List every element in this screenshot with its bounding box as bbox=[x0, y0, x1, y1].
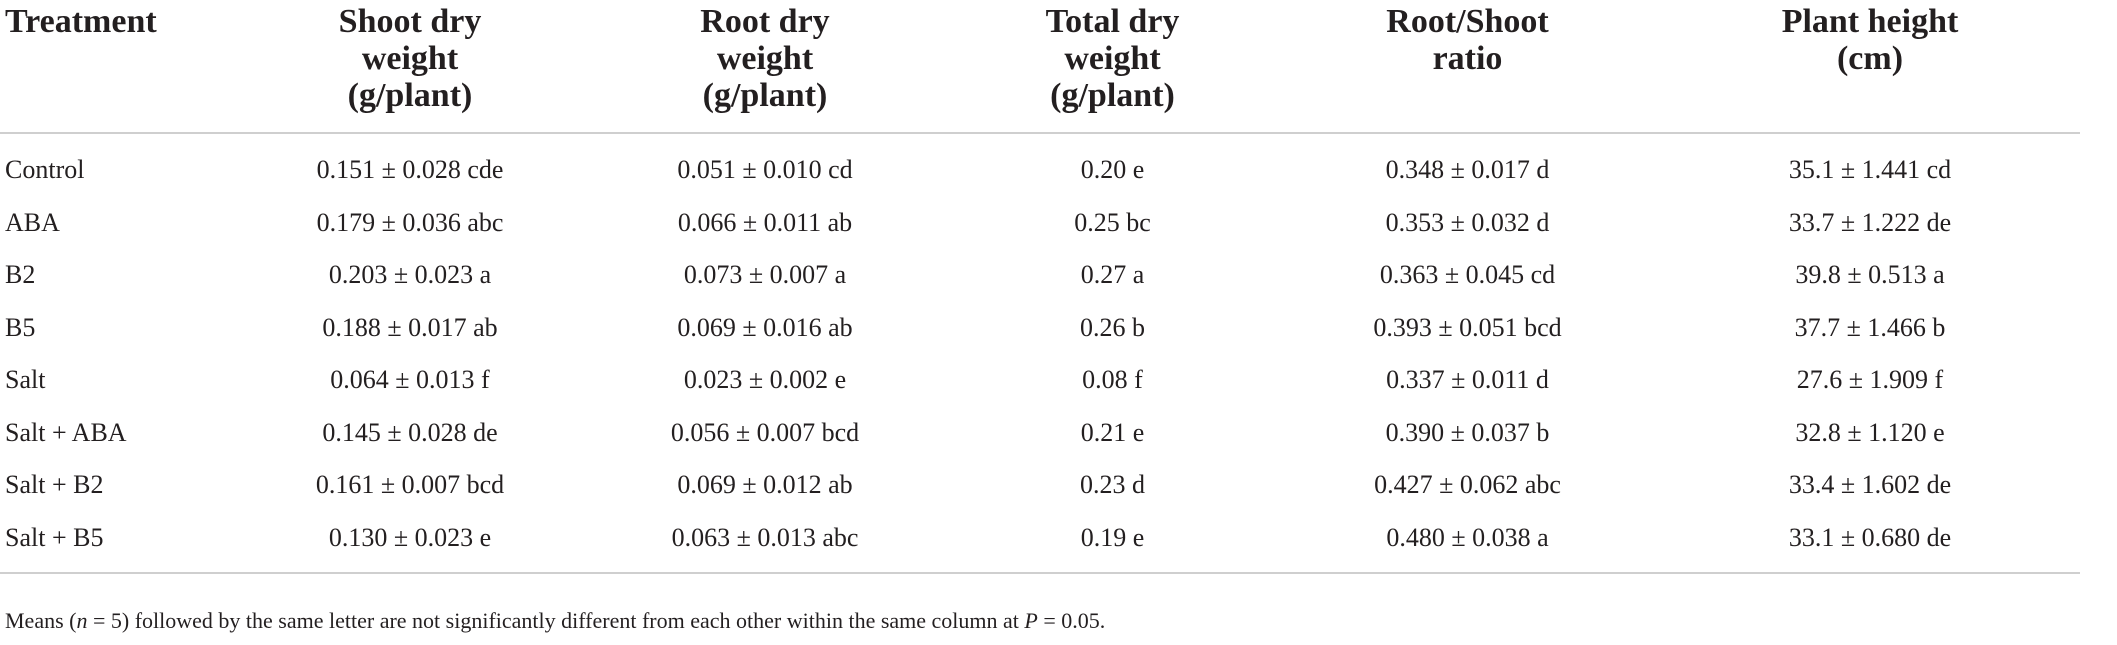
value-cell: 0.188 ± 0.017 ab bbox=[322, 312, 498, 342]
column-header-line: Root dry bbox=[700, 3, 830, 40]
value-cell: 0.066 ± 0.011 ab bbox=[677, 207, 853, 237]
value-cell: 0.348 ± 0.017 d bbox=[1385, 155, 1550, 185]
value-cell: 33.4 ± 1.602 de bbox=[1788, 470, 1952, 500]
column-header-line: Root/Shoot bbox=[1386, 3, 1549, 40]
column-header-line: Treatment bbox=[5, 3, 157, 40]
footnote-n-variable: n bbox=[76, 608, 88, 633]
value-cell: 0.25 bc bbox=[1074, 207, 1151, 237]
value-cell: 35.1 ± 1.441 cd bbox=[1788, 155, 1952, 185]
header-row: Treatment Shoot dry weight (g/plant) Root dr… bbox=[0, 0, 2080, 134]
value-cell: 0.353 ± 0.032 d bbox=[1385, 207, 1550, 237]
value-cell: 0.390 ± 0.037 b bbox=[1385, 417, 1550, 447]
treatment-cell: B5 bbox=[5, 312, 36, 342]
column-header: Root dry weight (g/plant) bbox=[580, 0, 950, 134]
treatment-cell: Salt + B5 bbox=[0, 511, 240, 574]
data-table: Treatment Shoot dry weight (g/plant) Root dr… bbox=[0, 0, 2080, 574]
treatment-cell: Salt + B2 bbox=[5, 470, 104, 500]
value-cell: 0.480 ± 0.038 a bbox=[1275, 511, 1660, 574]
value-cell: 0.069 ± 0.016 ab bbox=[677, 312, 853, 342]
column-header: Total dry weight (g/plant) bbox=[950, 0, 1275, 134]
treatment-cell: Control bbox=[5, 155, 85, 185]
column-header-line: ratio bbox=[1432, 40, 1503, 77]
table-row: Salt + B2 0.161 ± 0.007 bcd 0.069 ± 0.012 … bbox=[0, 459, 2080, 512]
treatment-cell: B2 bbox=[5, 260, 36, 290]
column-header-line: (cm) bbox=[1836, 40, 1904, 77]
value-cell: 0.179 ± 0.036 abc bbox=[316, 207, 504, 237]
treatment-cell: Salt bbox=[5, 365, 46, 395]
data-table-container: Treatment Shoot dry weight (g/plant) Root dr… bbox=[0, 0, 2080, 574]
value-cell: 39.8 ± 0.513 a bbox=[1795, 260, 1945, 290]
table-row: ABA 0.179 ± 0.036 abc 0.066 ± 0.011 ab 0.25… bbox=[0, 197, 2080, 250]
footnote-part1: Means ( bbox=[5, 608, 77, 633]
table-footnote: Means (n = 5) followed by the same lette… bbox=[5, 608, 1105, 634]
table-body: Control 0.151 ± 0.028 cde 0.051 ± 0.010 cd… bbox=[0, 133, 2080, 574]
value-cell: 33.7 ± 1.222 de bbox=[1788, 207, 1952, 237]
value-cell: 0.08 f bbox=[1082, 365, 1143, 395]
value-cell: 0.203 ± 0.023 a bbox=[328, 260, 492, 290]
value-cell: 32.8 ± 1.120 e bbox=[1795, 417, 1945, 447]
value-cell: 37.7 ± 1.466 b bbox=[1794, 312, 1946, 342]
value-cell: 0.19 e bbox=[950, 511, 1275, 574]
value-cell: 0.27 a bbox=[1080, 260, 1145, 290]
column-header-line: Plant height bbox=[1781, 3, 1959, 40]
value-cell: 0.337 ± 0.011 d bbox=[1386, 365, 1549, 395]
treatment-cell: Salt + ABA bbox=[5, 417, 127, 447]
value-cell: 0.064 ± 0.013 f bbox=[330, 365, 490, 395]
column-header-line: (g/plant) bbox=[702, 77, 828, 114]
column-header: Treatment bbox=[0, 0, 240, 134]
column-header: Shoot dry weight (g/plant) bbox=[240, 0, 580, 134]
column-header-line: weight bbox=[716, 40, 814, 77]
value-cell: 0.363 ± 0.045 cd bbox=[1379, 260, 1556, 290]
table-row: Salt + ABA 0.145 ± 0.028 de 0.056 ± 0.007 … bbox=[0, 407, 2080, 460]
column-header: Plant height (cm) bbox=[1660, 0, 2080, 134]
value-cell: 0.145 ± 0.028 de bbox=[322, 417, 498, 447]
value-cell: 27.6 ± 1.909 f bbox=[1796, 365, 1944, 395]
value-cell: 0.069 ± 0.012 ab bbox=[677, 470, 853, 500]
value-cell: 0.051 ± 0.010 cd bbox=[677, 155, 853, 185]
table-row: B5 0.188 ± 0.017 ab 0.069 ± 0.016 ab 0.26 b… bbox=[0, 302, 2080, 355]
value-cell: 0.073 ± 0.007 a bbox=[683, 260, 847, 290]
footnote-p-variable: P bbox=[1024, 608, 1038, 633]
value-cell: 0.023 ± 0.002 e bbox=[683, 365, 847, 395]
value-cell: 0.393 ± 0.051 bcd bbox=[1373, 312, 1562, 342]
table-row: Salt 0.064 ± 0.013 f 0.023 ± 0.002 e 0.08 f… bbox=[0, 354, 2080, 407]
table-row: B2 0.203 ± 0.023 a 0.073 ± 0.007 a 0.27 a 0.… bbox=[0, 249, 2080, 302]
column-header-line: weight bbox=[1064, 40, 1161, 77]
footnote-part3: = 0.05. bbox=[1037, 608, 1106, 633]
value-cell: 0.20 e bbox=[1080, 155, 1145, 185]
value-cell: 0.130 ± 0.023 e bbox=[240, 511, 580, 574]
footnote-part2: = 5) followed by the same letter are not… bbox=[87, 608, 1025, 633]
table-row: Control 0.151 ± 0.028 cde 0.051 ± 0.010 cd… bbox=[0, 133, 2080, 197]
value-cell: 33.1 ± 0.680 de bbox=[1660, 511, 2080, 574]
value-cell: 0.427 ± 0.062 abc bbox=[1374, 470, 1561, 500]
value-cell: 0.063 ± 0.013 abc bbox=[580, 511, 950, 574]
table-row: Salt + B5 0.130 ± 0.023 e 0.063 ± 0.013 ab… bbox=[0, 511, 2080, 574]
treatment-cell: ABA bbox=[5, 207, 60, 237]
value-cell: 0.23 d bbox=[1080, 470, 1145, 500]
value-cell: 0.056 ± 0.007 bcd bbox=[670, 417, 860, 447]
column-header-line: Shoot dry bbox=[338, 3, 482, 40]
column-header-line: Total dry bbox=[1045, 3, 1180, 40]
column-header: Root/Shoot ratio bbox=[1275, 0, 1660, 134]
value-cell: 0.21 e bbox=[1080, 417, 1145, 447]
column-header-line: weight bbox=[361, 40, 459, 77]
value-cell: 0.26 b bbox=[1080, 312, 1145, 342]
value-cell: 0.151 ± 0.028 cde bbox=[316, 155, 504, 185]
column-header-line: (g/plant) bbox=[347, 77, 473, 114]
table-header: Treatment Shoot dry weight (g/plant) Root dr… bbox=[0, 0, 2080, 134]
value-cell: 0.161 ± 0.007 bcd bbox=[315, 470, 505, 500]
column-header-line: (g/plant) bbox=[1050, 77, 1175, 114]
